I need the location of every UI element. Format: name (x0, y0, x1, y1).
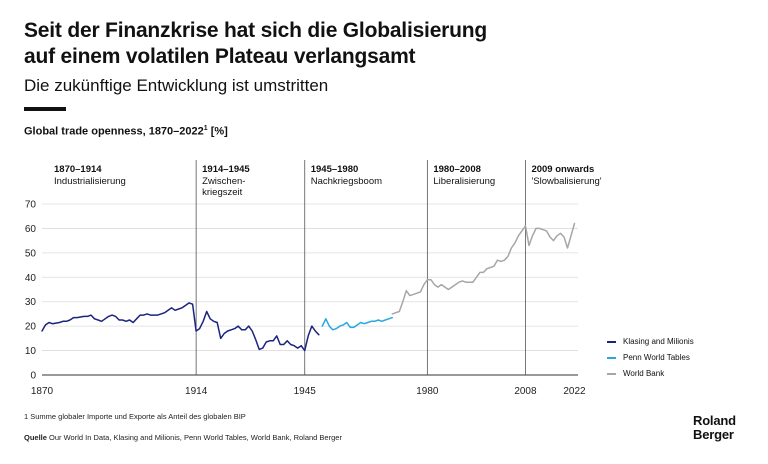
series-line-world-bank (391, 222, 576, 315)
legend-swatch (607, 372, 616, 375)
source-label: Quelle (24, 433, 47, 442)
chart-title-text: Global trade openness, 1870–2022 (24, 125, 204, 138)
subtitle: Die zukünftige Entwicklung ist umstritte… (24, 76, 329, 95)
legend-item: World Bank (607, 368, 664, 380)
x-tick-label: 1870 (31, 386, 54, 397)
y-tick-label: 40 (25, 273, 37, 284)
legend-item: Klasing and Milionis (607, 336, 694, 348)
legend-swatch (607, 356, 616, 359)
x-tick-label: 2008 (514, 386, 537, 397)
logo-line-1: Roland (693, 413, 736, 428)
y-tick-label: 70 (25, 200, 37, 211)
title-line-2: auf einem volatilen Plateau verlangsamt (24, 45, 416, 68)
series-line-penn-world-tables (321, 316, 394, 331)
period-years: 1980–2008 (433, 164, 481, 175)
source-note: Quelle Our World In Data, Klasing and Mi… (24, 433, 342, 442)
period-years: 1870–1914 (54, 164, 102, 175)
period-name: kriegszeit (202, 187, 242, 198)
data-series (41, 222, 576, 352)
period-name: Industrialisierung (54, 176, 126, 187)
y-tick-label: 30 (25, 297, 37, 308)
period-years: 1945–1980 (311, 164, 359, 175)
chart-title-unit: [%] (207, 125, 228, 138)
period-name: Nachkriegsboom (311, 176, 382, 187)
legend-label: Penn World Tables (623, 353, 690, 362)
period-name: Zwischen- (202, 176, 245, 187)
y-tick-label: 60 (25, 224, 37, 235)
y-tick-label: 50 (25, 248, 37, 259)
logo-line-2: Berger (693, 427, 734, 442)
period-name: Liberalisierung (433, 176, 495, 187)
roland-berger-logo: Roland Berger (693, 414, 736, 442)
period-name: 'Slowbalisierung' (531, 176, 601, 187)
source-text: Our World In Data, Klasing and Milionis,… (46, 433, 342, 442)
footnote: 1 Summe globaler Importe und Exporte als… (24, 412, 246, 421)
period-years: 1914–1945 (202, 164, 250, 175)
y-tick-label: 0 (30, 371, 36, 382)
legend-swatch (607, 340, 616, 343)
x-tick-label: 2022 (563, 386, 586, 397)
y-axis-labels: 0 10 20 30 40 50 60 70 (25, 200, 37, 382)
x-tick-label: 1914 (185, 386, 208, 397)
period-years: 2009 onwards (531, 164, 594, 175)
chart-title: Global trade openness, 1870–20221 [%] (24, 125, 228, 138)
legend-label: Klasing and Milionis (623, 337, 694, 346)
chart-title-footnote-mark: 1 (203, 125, 208, 132)
series-line-klasing-and-milionis (41, 302, 320, 352)
page-title: Seit der Finanzkrise hat sich die Global… (24, 18, 744, 70)
x-axis-labels: 1870 1914 1945 1980 2008 2022 (31, 386, 586, 397)
title-divider (24, 107, 66, 111)
x-tick-label: 1980 (416, 386, 439, 397)
y-tick-label: 20 (25, 322, 37, 333)
y-tick-label: 10 (25, 346, 37, 357)
x-tick-label: 1945 (294, 386, 317, 397)
grid-lines (42, 203, 578, 376)
title-line-1: Seit der Finanzkrise hat sich die Global… (24, 19, 488, 42)
legend-item: Penn World Tables (607, 352, 690, 364)
legend-label: World Bank (623, 369, 665, 378)
